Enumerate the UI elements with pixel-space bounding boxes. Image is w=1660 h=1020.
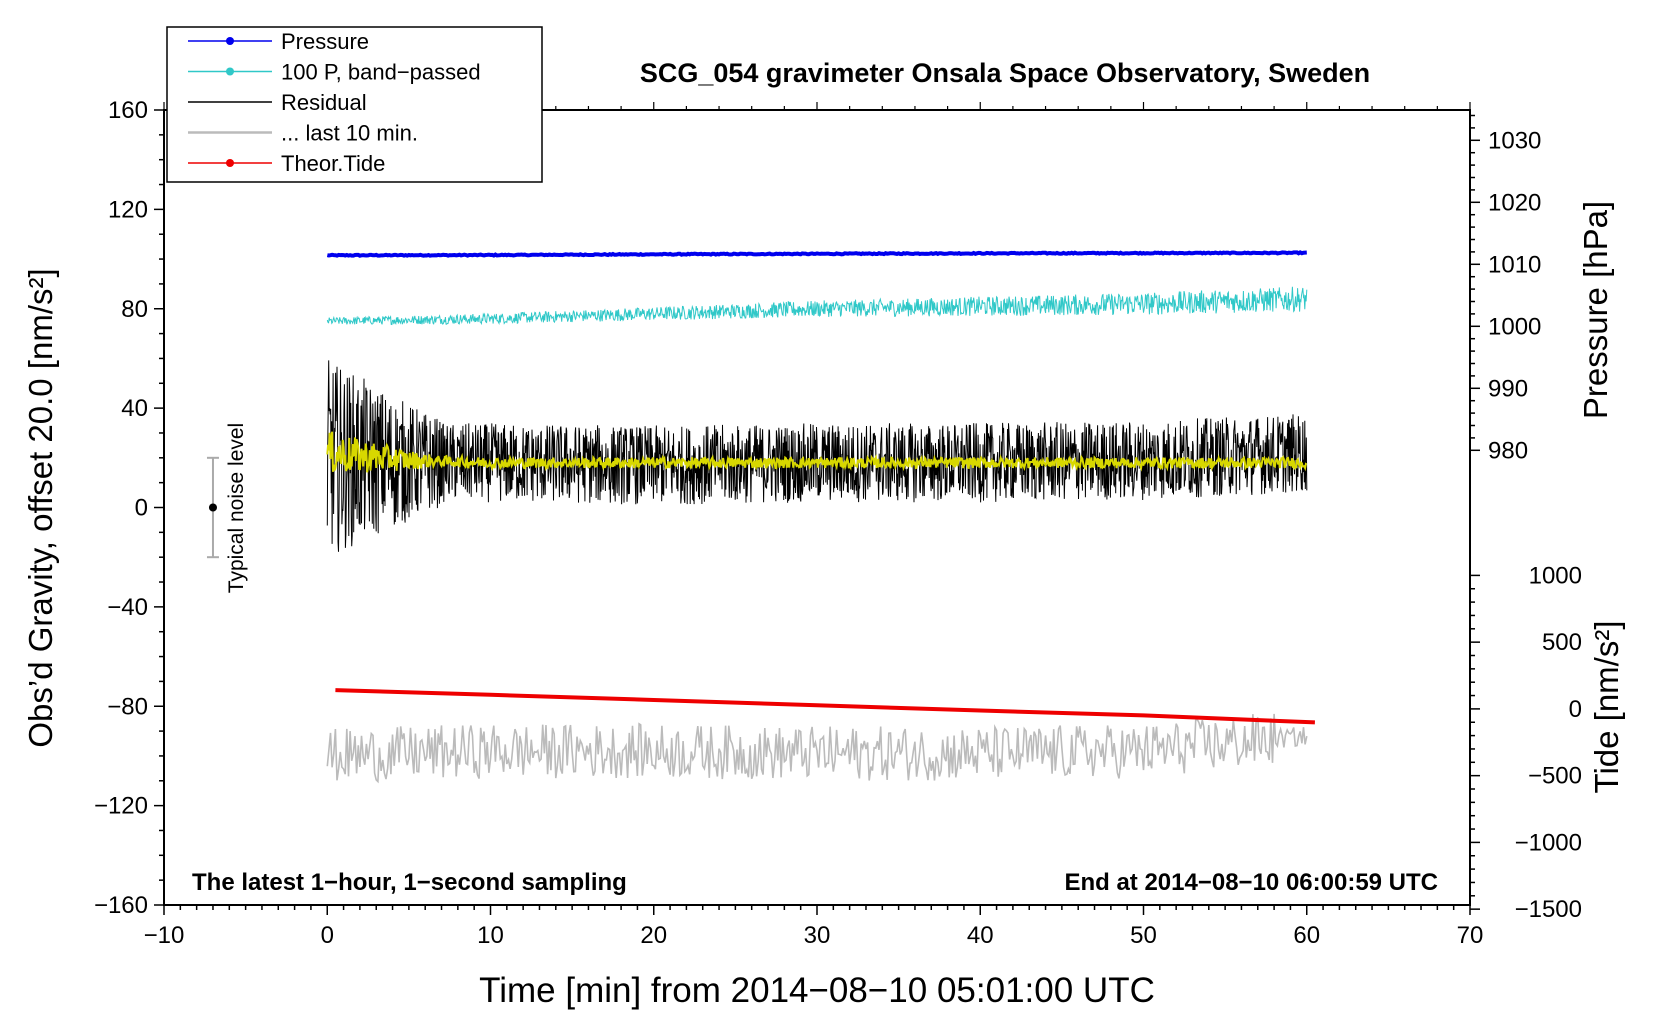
legend-item: Residual: [188, 90, 367, 115]
series-residual-line: [326, 360, 1308, 552]
y-tick-label-pressure: 1000: [1488, 313, 1541, 340]
legend-marker: [226, 159, 234, 167]
y-axis-label-left: Obs’d Gravity, offset 20.0 [nm/s²]: [22, 268, 59, 747]
x-tick-label: −10: [144, 922, 185, 949]
legend: Pressure 100 P, band−passed Residual ... la…: [166, 26, 543, 183]
legend-label: Residual: [281, 90, 367, 115]
y-tick-label-pressure: 1030: [1488, 127, 1541, 154]
y-tick-label-left: −40: [107, 594, 148, 621]
series-layer: [326, 250, 1315, 784]
y-tick-label-left: 0: [135, 495, 148, 522]
y-tick-label-left: −80: [107, 693, 148, 720]
y-axis-label-tide: Tide [nm/s²]: [1588, 621, 1625, 794]
x-tick-label: 20: [640, 922, 667, 949]
x-tick-label: 60: [1293, 922, 1320, 949]
chart-title: SCG_054 gravimeter Onsala Space Observat…: [640, 58, 1370, 88]
y-tick-label-left: −160: [94, 892, 148, 919]
x-tick-label: 10: [477, 922, 504, 949]
y-tick-label-pressure: 1020: [1488, 189, 1541, 216]
legend-label: Theor.Tide: [281, 151, 385, 176]
series-pressure-line: [326, 250, 1307, 258]
x-tick-label: 70: [1457, 922, 1484, 949]
legend-item: Theor.Tide: [188, 151, 385, 176]
y-tick-label-pressure: 980: [1488, 437, 1528, 464]
axes-layer: −10 0 10 20 30 40 50 60 7016012080400−40−80−120−…: [94, 97, 1582, 949]
x-tick-label: 40: [967, 922, 994, 949]
y-axis-label-pressure: Pressure [hPa]: [1577, 201, 1614, 419]
series-last10min-line: [326, 713, 1308, 784]
y-tick-label-left: 160: [108, 97, 148, 124]
y-tick-label-tide: 500: [1542, 629, 1582, 656]
x-tick-label: 30: [804, 922, 831, 949]
y-tick-label-tide: −1000: [1515, 829, 1582, 856]
noise-bar-center-dot: [208, 503, 217, 512]
y-tick-label-tide: −500: [1528, 763, 1582, 790]
legend-item: 100 P, band−passed: [188, 60, 481, 85]
x-axis-label: Time [min] from 2014−08−10 05:01:00 UTC: [479, 971, 1155, 1010]
series-smoothed-residual-line: [326, 431, 1308, 473]
annotation-bottom-left: The latest 1−hour, 1−second sampling: [192, 869, 627, 896]
y-tick-label-pressure: 1010: [1488, 251, 1541, 278]
y-tick-label-tide: 0: [1569, 696, 1582, 723]
legend-label: Pressure: [281, 29, 369, 54]
x-tick-label: 50: [1130, 922, 1157, 949]
y-tick-label-left: 40: [121, 395, 148, 422]
legend-item: Pressure: [188, 29, 369, 54]
legend-label: ... last 10 min.: [281, 121, 418, 146]
noise-bar-label: Typical noise level: [225, 423, 248, 593]
noise-bar: [206, 456, 219, 559]
y-tick-label-left: 80: [121, 296, 148, 323]
series-bandpassed-line: [326, 286, 1308, 326]
x-tick-label: 0: [321, 922, 334, 949]
series-tide-line: [335, 688, 1315, 725]
legend-item: ... last 10 min.: [188, 121, 418, 146]
y-tick-label-left: −120: [94, 793, 148, 820]
annotation-bottom-right: End at 2014−08−10 06:00:59 UTC: [1064, 869, 1438, 896]
legend-label: 100 P, band−passed: [281, 60, 481, 85]
y-tick-label-left: 120: [108, 196, 148, 223]
y-tick-label-pressure: 990: [1488, 375, 1528, 402]
legend-box: [166, 26, 543, 183]
legend-marker: [226, 37, 234, 45]
y-tick-label-tide: 1000: [1529, 562, 1582, 589]
y-tick-label-tide: −1500: [1515, 896, 1582, 923]
legend-marker: [226, 67, 234, 76]
